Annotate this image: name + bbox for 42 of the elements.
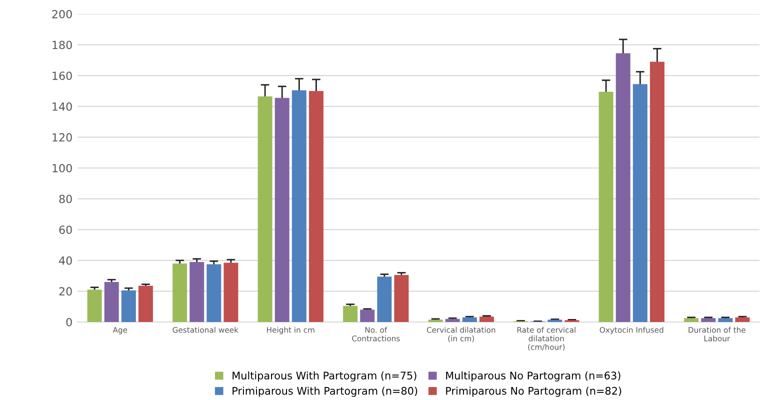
y-tick-label: 200 bbox=[52, 10, 72, 18]
bar bbox=[104, 282, 119, 322]
bar bbox=[394, 275, 409, 322]
y-tick-label: 160 bbox=[52, 72, 72, 80]
bar bbox=[224, 262, 238, 322]
legend-label: Primiparous No Partogram (n=82) bbox=[446, 386, 622, 397]
bar bbox=[360, 310, 375, 322]
y-tick-label: 80 bbox=[59, 194, 72, 204]
bar bbox=[462, 317, 477, 322]
bar bbox=[274, 98, 290, 322]
y-tick-label: 100 bbox=[52, 164, 72, 172]
y-tick-label: 60 bbox=[59, 226, 72, 234]
bar bbox=[718, 318, 733, 322]
bar bbox=[121, 290, 136, 322]
y-tick-label: 20 bbox=[59, 287, 72, 296]
legend-label: Multiparous No Partogram (n=63) bbox=[446, 371, 620, 382]
bar bbox=[258, 96, 272, 322]
bar bbox=[445, 318, 460, 322]
bar bbox=[308, 91, 324, 322]
bar bbox=[377, 276, 392, 322]
bar bbox=[190, 262, 204, 322]
y-tick-label: 120 bbox=[52, 133, 72, 142]
bar bbox=[87, 290, 102, 322]
bar bbox=[701, 318, 716, 322]
bar bbox=[138, 286, 153, 322]
bar bbox=[650, 62, 664, 322]
legend-label: Multiparous With Partogram (n=75) bbox=[232, 371, 416, 382]
bar bbox=[172, 263, 188, 322]
y-tick-label: 180 bbox=[52, 40, 72, 50]
bar bbox=[684, 318, 699, 322]
y-tick-label: 40 bbox=[59, 256, 72, 265]
legend-label: Primiparous With Partogram (n=80) bbox=[232, 386, 418, 397]
bar bbox=[343, 306, 358, 322]
y-tick-label: 0 bbox=[66, 318, 72, 326]
bar bbox=[632, 84, 648, 322]
bar bbox=[292, 90, 306, 322]
bar bbox=[598, 92, 614, 322]
bar bbox=[616, 53, 630, 322]
y-tick-label: 140 bbox=[52, 102, 72, 111]
bar bbox=[479, 316, 494, 322]
bar bbox=[206, 264, 222, 322]
bar bbox=[735, 317, 750, 322]
